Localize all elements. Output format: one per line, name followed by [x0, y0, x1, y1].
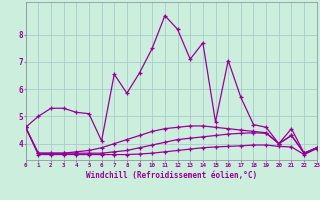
- X-axis label: Windchill (Refroidissement éolien,°C): Windchill (Refroidissement éolien,°C): [86, 171, 257, 180]
